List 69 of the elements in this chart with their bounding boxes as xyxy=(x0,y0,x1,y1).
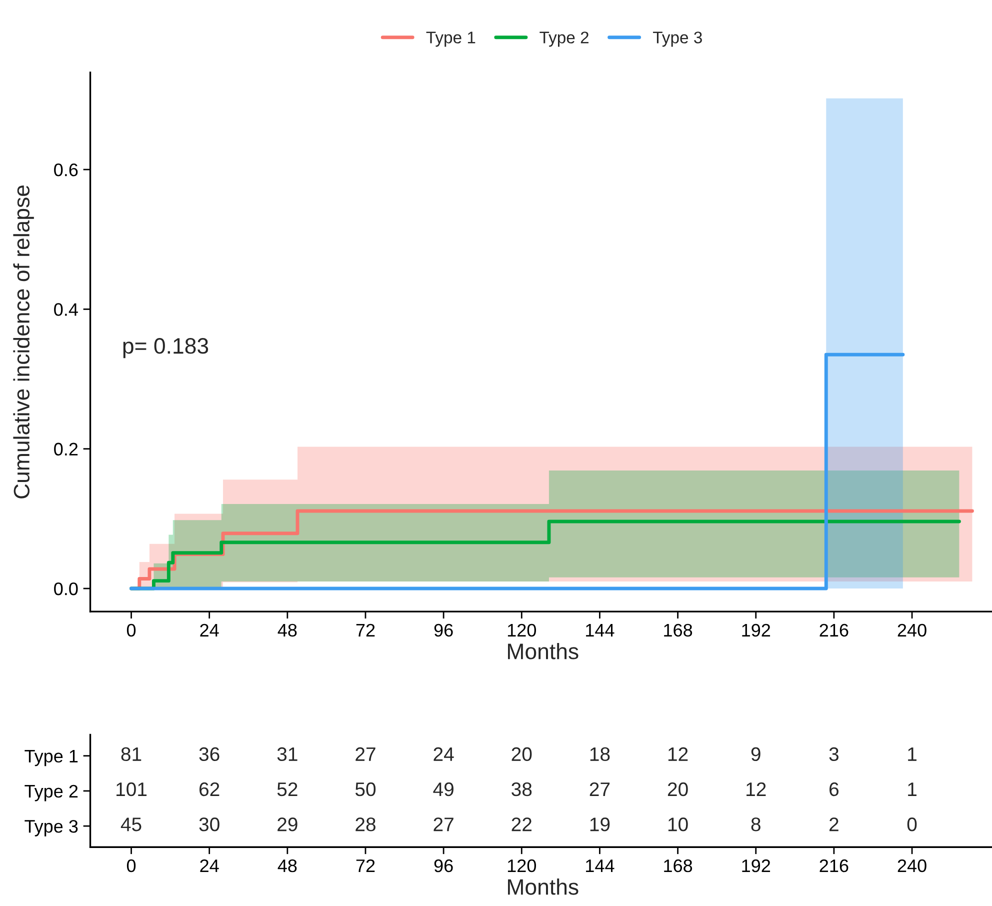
x-axis-title: Months xyxy=(508,642,578,660)
x-axis-title: Months xyxy=(508,878,578,895)
x-tick-label: 72 xyxy=(356,859,375,872)
x-tick-label: 216 xyxy=(820,624,848,637)
x-tick-label: 168 xyxy=(664,624,692,637)
data-label: 12 xyxy=(746,782,766,796)
x-tick-label: 144 xyxy=(586,860,614,872)
data-label: 10 xyxy=(668,817,688,832)
data-label: 27 xyxy=(590,782,610,796)
data-label: 2 xyxy=(830,817,838,832)
data-label: 49 xyxy=(433,782,454,796)
legend-label: Type 1 xyxy=(426,32,476,47)
data-label: 8 xyxy=(751,817,760,832)
x-tick-label: 168 xyxy=(664,859,692,872)
annotation: p= 0.183 xyxy=(123,338,208,358)
x-tick-label: 24 xyxy=(200,624,219,636)
x-tick-label: 24 xyxy=(200,859,219,872)
x-tick-label: 120 xyxy=(508,859,536,872)
x-tick-label: 0 xyxy=(126,859,136,872)
data-label: 31 xyxy=(277,747,298,762)
x-tick-label: 48 xyxy=(278,624,297,637)
x-tick-label: 0 xyxy=(126,624,136,637)
data-label: 28 xyxy=(356,817,376,832)
data-label: 62 xyxy=(200,782,220,796)
data-label: 50 xyxy=(355,782,376,796)
data-label: 20 xyxy=(668,782,688,796)
x-tick-label: 48 xyxy=(278,859,297,872)
data-label: 18 xyxy=(590,747,610,762)
legend-label: Type 2 xyxy=(540,32,588,47)
x-tick-label: 96 xyxy=(434,624,453,637)
data-label: 101 xyxy=(116,782,147,796)
x-tick-label: 144 xyxy=(586,624,614,636)
legend-label: Type 3 xyxy=(653,32,702,47)
data-label: 6 xyxy=(830,782,838,796)
data-label: 36 xyxy=(199,747,220,762)
data-label: 12 xyxy=(668,747,688,761)
x-tick-label: 216 xyxy=(820,859,848,872)
x-tick-label: 96 xyxy=(434,859,453,872)
data-label: 30 xyxy=(199,817,220,832)
y-tick-label: Type 2 xyxy=(24,784,78,802)
x-tick-label: 72 xyxy=(356,624,375,636)
data-label: 1 xyxy=(908,747,916,761)
data-label: 9 xyxy=(751,747,760,762)
x-tick-label: 192 xyxy=(742,624,770,637)
data-label: 0 xyxy=(907,817,917,832)
data-label: 22 xyxy=(512,817,532,832)
y-tick-label: 0.4 xyxy=(54,303,78,316)
y-tick-label: Type 3 xyxy=(24,820,78,836)
data-label: 27 xyxy=(356,747,376,761)
data-label: 81 xyxy=(121,747,142,762)
x-tick-label: 240 xyxy=(898,624,926,637)
data-label: 38 xyxy=(512,782,532,796)
y-tick-label: 0.0 xyxy=(54,582,78,596)
y-axis-title: Cumulative incidence of relapse xyxy=(13,186,34,498)
data-label: 19 xyxy=(590,817,610,832)
data-label: 29 xyxy=(278,817,298,832)
data-label: 45 xyxy=(120,818,142,832)
y-tick-label: 0.6 xyxy=(54,163,78,176)
y-tick-label: 0.2 xyxy=(54,442,78,456)
data-label: 1 xyxy=(908,782,916,796)
data-label: 24 xyxy=(434,747,454,761)
y-tick-label: Type 1 xyxy=(24,750,78,766)
x-tick-label: 192 xyxy=(742,859,770,872)
x-tick-label: 120 xyxy=(508,624,536,637)
data-label: 3 xyxy=(829,747,838,762)
data-label: 52 xyxy=(277,782,298,796)
data-label: 27 xyxy=(434,817,454,832)
data-label: 20 xyxy=(512,747,532,762)
x-tick-label: 240 xyxy=(898,859,926,872)
